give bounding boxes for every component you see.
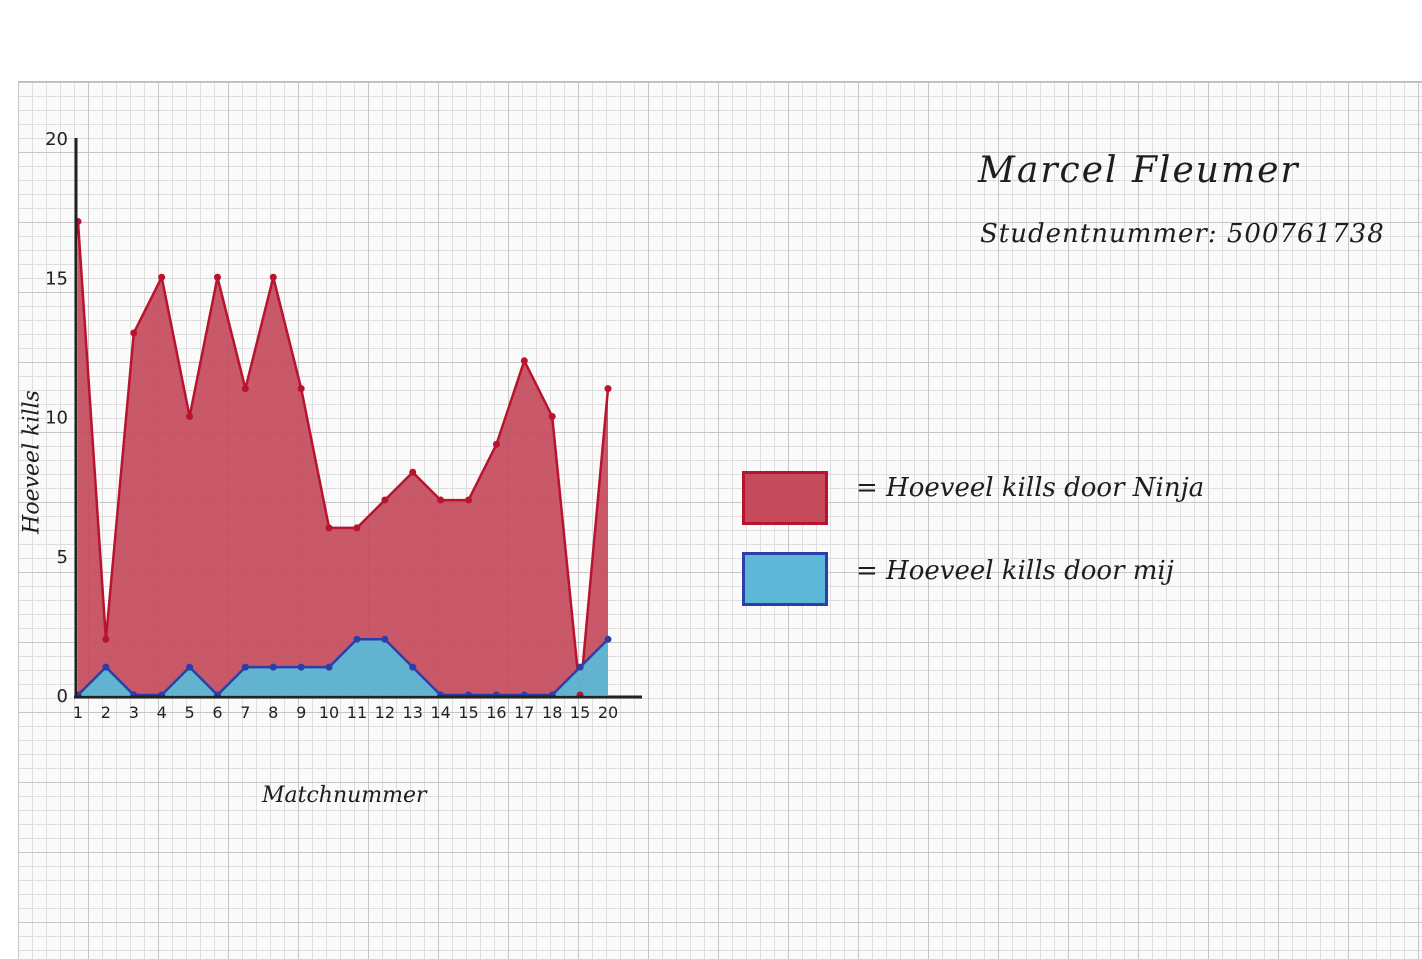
x-tick-label-17: 17 (514, 703, 534, 722)
point-ninja-17 (520, 357, 528, 365)
x-tick-label-5: 5 (184, 703, 194, 722)
y-axis-title: Hoeveel kills (19, 390, 45, 534)
legend-swatch-ninja (742, 471, 828, 525)
point-me-7 (241, 663, 249, 671)
legend-label-me: = Hoeveel kills door mij (856, 556, 1174, 586)
point-me-20 (604, 635, 612, 643)
series-line-ninja (76, 221, 610, 697)
point-me-11 (353, 635, 361, 643)
x-tick-label-2: 2 (101, 703, 111, 722)
x-tick-label-1: 1 (73, 703, 83, 722)
x-tick-label-19: 15 (570, 703, 590, 722)
author-name: Marcel Fleumer (978, 150, 1300, 191)
point-ninja-12 (381, 496, 389, 504)
point-ninja-6 (213, 273, 221, 281)
point-ninja-14 (437, 496, 445, 504)
x-tick-label-16: 16 (486, 703, 506, 722)
point-me-19 (576, 663, 584, 671)
x-tick-label-7: 7 (240, 703, 250, 722)
x-tick-label-12: 12 (375, 703, 395, 722)
legend-swatch-me (742, 552, 828, 606)
point-me-12 (381, 635, 389, 643)
x-tick-label-14: 14 (430, 703, 450, 722)
x-tick-label-13: 13 (403, 703, 423, 722)
area-ninja (78, 221, 608, 695)
point-ninja-10 (325, 524, 333, 532)
point-me-8 (269, 663, 277, 671)
x-tick-label-11: 11 (347, 703, 367, 722)
chart-areas (76, 221, 610, 697)
y-tick-label-5: 5 (57, 547, 68, 568)
point-ninja-18 (548, 413, 556, 420)
series-line-me (77, 638, 609, 697)
x-tick-label-15: 15 (458, 703, 478, 722)
x-tick-label-8: 8 (268, 703, 278, 722)
y-tick-label-15: 15 (45, 268, 68, 289)
point-ninja-3 (130, 329, 138, 337)
point-me-5 (186, 663, 194, 671)
point-ninja-20 (604, 385, 612, 393)
x-axis-title: Matchnummer (262, 783, 427, 808)
point-ninja-2 (102, 635, 110, 643)
area-me (78, 639, 608, 695)
point-ninja-9 (297, 385, 305, 393)
graph-paper (18, 81, 1422, 959)
legend-label-ninja: = Hoeveel kills door Ninja (856, 473, 1205, 503)
point-me-10 (325, 663, 333, 671)
x-tick-label-20: 20 (598, 703, 618, 722)
point-ninja-11 (353, 524, 361, 532)
point-ninja-4 (158, 273, 166, 281)
x-tick-label-6: 6 (212, 703, 222, 722)
chart-axes (74, 138, 642, 699)
y-tick-label-10: 10 (45, 408, 68, 429)
x-tick-label-10: 10 (319, 703, 339, 722)
point-ninja-16 (492, 440, 500, 448)
y-tick-label-0: 0 (57, 686, 68, 707)
x-tick-label-9: 9 (296, 703, 306, 722)
y-tick-label-20: 20 (45, 129, 68, 150)
point-me-9 (297, 663, 305, 671)
x-tick-label-4: 4 (157, 703, 167, 722)
point-ninja-15 (465, 496, 473, 504)
point-ninja-8 (269, 273, 277, 281)
x-tick-label-18: 18 (542, 703, 562, 722)
point-ninja-13 (409, 468, 417, 476)
point-ninja-7 (241, 385, 249, 393)
student-number: Studentnummer: 500761738 (980, 219, 1385, 249)
point-me-13 (409, 663, 417, 671)
x-tick-label-3: 3 (129, 703, 139, 722)
point-me-2 (102, 663, 110, 671)
point-ninja-5 (186, 413, 194, 420)
